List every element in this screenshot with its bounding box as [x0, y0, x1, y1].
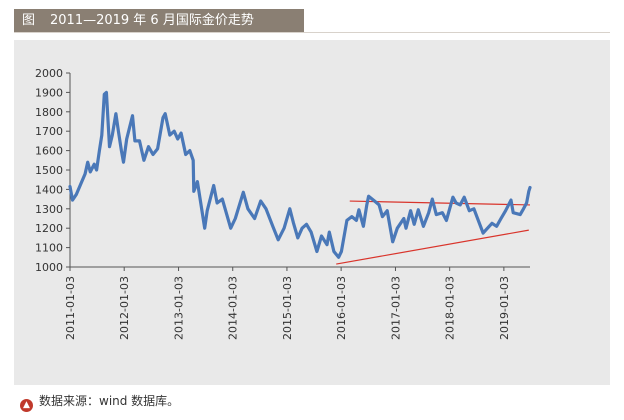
y-tick-label: 1600: [35, 145, 63, 158]
y-tick-label: 1800: [35, 106, 63, 119]
data-source-text: 数据来源：wind 数据库。: [39, 394, 180, 408]
y-tick-label: 1400: [35, 183, 63, 196]
x-tick-label: 2018-01-03: [444, 276, 457, 340]
y-tick-label: 1300: [35, 203, 63, 216]
y-axis: 1000 1100 1200 1300 1400 1500 1600 1700 1800 1900…: [35, 67, 71, 274]
title-rule: [14, 32, 610, 33]
series-layer: [68, 90, 532, 259]
y-tick-label: 1200: [35, 222, 63, 235]
arrow-up-icon: ▲: [20, 399, 33, 412]
trendline-2: [336, 229, 529, 265]
y-tick-label: 1500: [35, 164, 63, 177]
x-tick-label: 2017-01-03: [389, 276, 402, 340]
trendline-1: [349, 200, 531, 206]
x-tick-label: 2019-01-03: [498, 276, 511, 340]
x-tick-label: 2016-01-03: [335, 276, 348, 340]
chart-title-bar: 图 2011—2019 年 6 月国际金价走势: [14, 9, 304, 32]
chart-panel: [14, 40, 610, 385]
y-tick-label: 1900: [35, 86, 63, 99]
y-tick-label: 2000: [35, 67, 63, 80]
x-tick-label: 2014-01-03: [227, 276, 240, 340]
y-tick-label: 1000: [35, 261, 63, 274]
figure-tag: 图: [22, 13, 36, 28]
gold-price-chart: 1000 1100 1200 1300 1400 1500 1600 1700 1800 1900…: [35, 67, 532, 340]
x-tick-label: 2011-01-03: [64, 276, 77, 340]
x-axis: 2011-01-03 2012-01-03 2013-01-03 2014-01-03…: [64, 266, 530, 340]
data-source: ▲ 数据来源：wind 数据库。: [20, 392, 180, 412]
x-tick-label: 2012-01-03: [118, 276, 131, 340]
chart-title: 2011—2019 年 6 月国际金价走势: [50, 13, 254, 28]
x-tick-label: 2013-01-03: [173, 276, 186, 340]
x-tick-label: 2015-01-03: [281, 276, 294, 340]
series-line-gold-price: [68, 90, 532, 259]
y-tick-label: 1700: [35, 125, 63, 138]
y-tick-label: 1100: [35, 242, 63, 255]
trendlines: [336, 200, 531, 265]
